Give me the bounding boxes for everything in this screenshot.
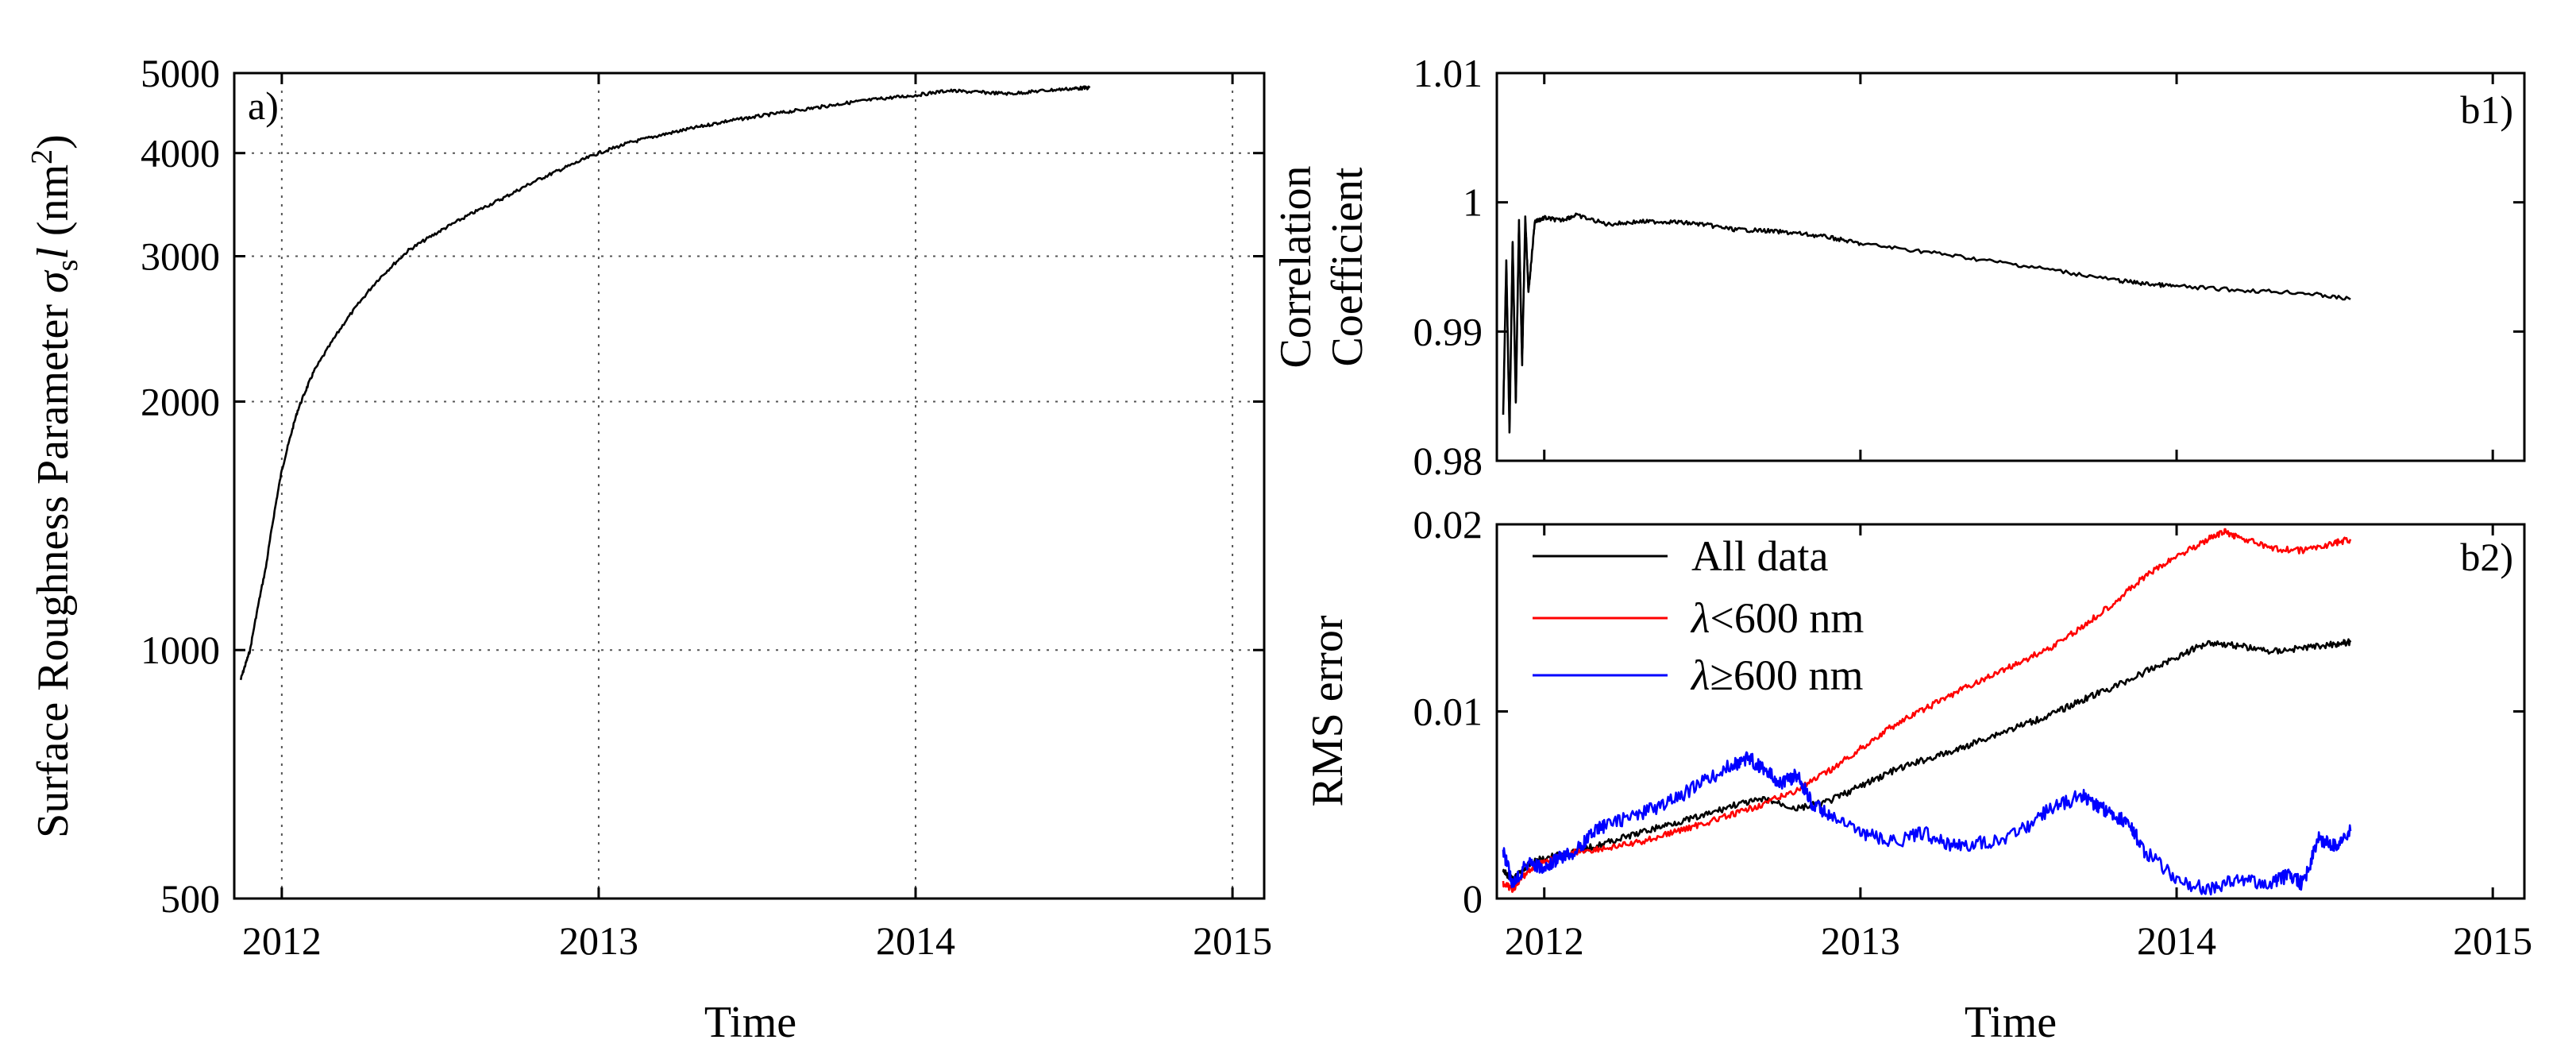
y-tick-label: 500 bbox=[160, 876, 220, 921]
panel-b2-chart: 2012 2013 2014 2015 0 0.01 0.02 b2) All data λ… bbox=[1303, 502, 2532, 1047]
panel-a-ylabel: Surface Roughness Parameter σsl (nm2) bbox=[25, 134, 84, 838]
legend-lt600-label: λ<600 nm bbox=[1690, 594, 1864, 642]
y-tick-label: 1 bbox=[1463, 180, 1483, 225]
panel-a-ylabel-sup: 2 bbox=[25, 149, 59, 164]
panel-b2-ticks: 2012 2013 2014 2015 0 0.01 0.02 bbox=[1413, 502, 2533, 963]
legend-ge600-label: λ≥600 nm bbox=[1690, 651, 1864, 699]
panel-a-ylabel-l: l bbox=[29, 247, 78, 260]
x-tick-label: 2013 bbox=[559, 918, 638, 963]
series-line bbox=[1502, 528, 2352, 893]
panel-b2-ylabel: RMS error bbox=[1303, 615, 1352, 806]
panel-a-grid bbox=[234, 72, 1264, 899]
y-tick-label: 3000 bbox=[141, 234, 220, 279]
legend-ge600-lambda: λ bbox=[1690, 651, 1710, 699]
x-tick-label: 2012 bbox=[242, 918, 322, 963]
y-tick-label: 5000 bbox=[141, 51, 220, 95]
panel-b2-legend: All data λ<600 nm λ≥600 nm bbox=[1533, 532, 1864, 699]
series-line bbox=[1502, 751, 2352, 896]
y-tick-label: 0.98 bbox=[1413, 439, 1483, 483]
panel-a-series bbox=[239, 85, 1091, 681]
y-tick-label: 1.01 bbox=[1413, 51, 1483, 95]
panel-a-ylabel-unit-open: (nm bbox=[29, 164, 78, 247]
panel-b1-series bbox=[1502, 212, 2351, 434]
panel-a-chart: 2012 2013 2014 201550010002000300040005000 … bbox=[25, 51, 1272, 1047]
panel-a-label: a) bbox=[248, 83, 279, 128]
legend-all-data-label: All data bbox=[1691, 532, 1828, 580]
y-tick-label: 0.02 bbox=[1413, 502, 1483, 547]
panel-b2-label: b2) bbox=[2460, 535, 2513, 579]
legend-ge600-rest: ≥600 nm bbox=[1710, 651, 1863, 699]
panel-b1-chart: 0.98 0.99 1 1.01 b1) Correlation Coefficien… bbox=[1271, 51, 2526, 483]
y-tick-label: 2000 bbox=[141, 379, 220, 423]
y-tick-label: 0.99 bbox=[1413, 309, 1483, 354]
panel-b1-ylabel-line2: Coefficient bbox=[1323, 167, 1372, 366]
panel-b1-ylabel-line1: Correlation bbox=[1271, 165, 1321, 368]
panel-b1-label: b1) bbox=[2460, 87, 2513, 132]
panel-a-xlabel: Time bbox=[704, 998, 796, 1047]
panel-b1-axes-frame bbox=[1495, 72, 2526, 462]
x-tick-label: 2012 bbox=[1505, 918, 1584, 963]
y-tick-label: 0 bbox=[1463, 876, 1483, 921]
panel-b2-axes-frame bbox=[1495, 523, 2526, 900]
panel-b2-xlabel: Time bbox=[1965, 998, 2057, 1047]
panel-a-ylabel-main: Surface Roughness Parameter bbox=[29, 293, 78, 838]
y-tick-label: 4000 bbox=[141, 131, 220, 176]
panel-a-ylabel-unit-close: ) bbox=[29, 134, 78, 149]
y-tick-label: 1000 bbox=[141, 628, 220, 672]
panel-a-ylabel-sub: s bbox=[51, 260, 84, 272]
panel-a-ylabel-sigma: σ bbox=[29, 269, 78, 293]
series-line bbox=[239, 85, 1091, 681]
x-tick-label: 2015 bbox=[2453, 918, 2532, 963]
legend-lt600-rest: <600 nm bbox=[1710, 594, 1864, 642]
series-line bbox=[1502, 212, 2351, 434]
series-line bbox=[1502, 638, 2352, 882]
x-tick-label: 2013 bbox=[1821, 918, 1900, 963]
y-tick-label: 0.01 bbox=[1413, 690, 1483, 734]
x-tick-label: 2014 bbox=[2137, 918, 2216, 963]
x-tick-label: 2015 bbox=[1193, 918, 1272, 963]
x-tick-label: 2014 bbox=[876, 918, 955, 963]
panel-a-ticks: 2012 2013 2014 2015 500 1000 2000 3000 4000 5000 bbox=[141, 51, 1272, 963]
panel-a-axes-frame bbox=[233, 72, 1266, 900]
legend-lt600-lambda: λ bbox=[1690, 594, 1710, 642]
panel-b2-series bbox=[1502, 528, 2352, 896]
panel-b1-ticks: 0.98 0.99 1 1.01 bbox=[1413, 51, 2524, 483]
